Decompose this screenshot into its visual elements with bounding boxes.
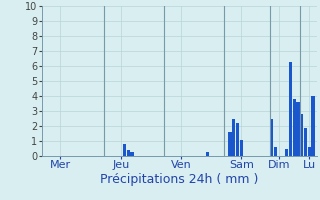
Bar xyxy=(206,152,209,156)
Bar xyxy=(228,132,232,156)
Bar xyxy=(300,114,303,156)
Bar xyxy=(308,147,311,156)
Bar xyxy=(123,144,126,156)
Bar xyxy=(285,148,288,156)
Bar xyxy=(270,118,273,156)
Bar xyxy=(127,150,130,156)
Bar xyxy=(304,128,307,156)
Bar xyxy=(292,99,296,156)
X-axis label: Précipitations 24h ( mm ): Précipitations 24h ( mm ) xyxy=(100,173,258,186)
Bar xyxy=(274,147,277,156)
Bar xyxy=(236,123,239,156)
Bar xyxy=(131,152,134,156)
Bar xyxy=(311,96,315,156)
Bar xyxy=(296,102,300,156)
Bar xyxy=(289,62,292,156)
Bar xyxy=(240,140,243,156)
Bar xyxy=(232,118,236,156)
